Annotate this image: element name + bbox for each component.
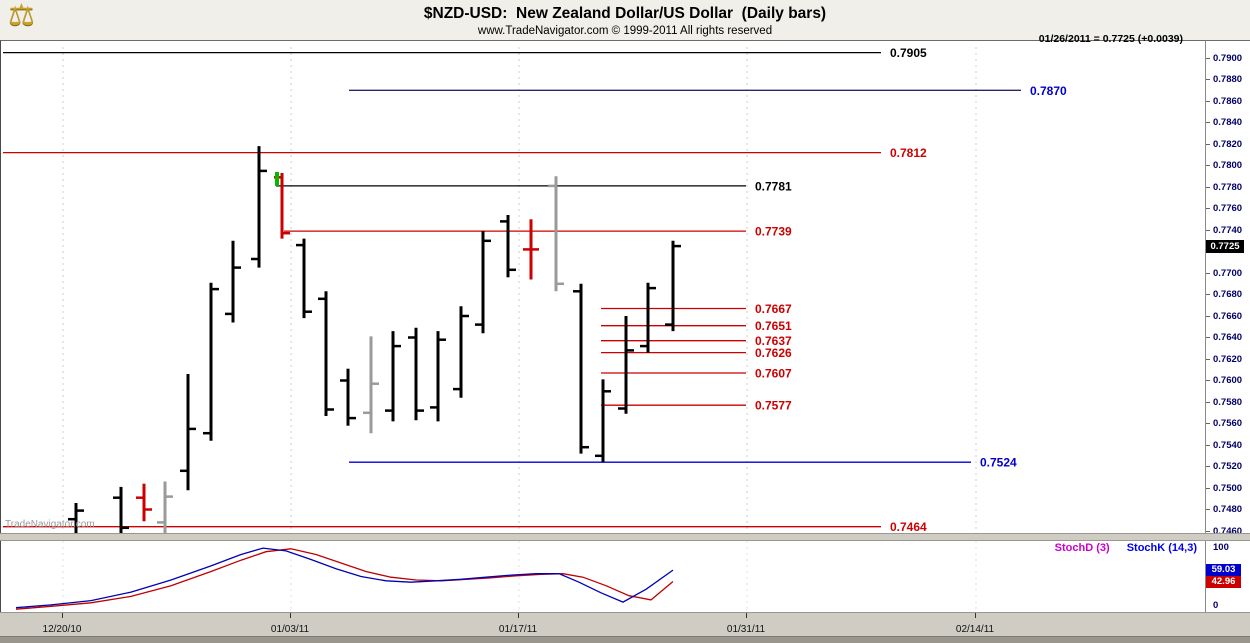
date-label: 01/17/11	[498, 624, 538, 635]
price-axis[interactable]: 0.7725 0.7900 0.7880 0.7860 0.7840 0.7820 0.7…	[1205, 40, 1250, 537]
price-axis-tick	[1206, 401, 1210, 403]
stochastic-svg[interactable]	[1, 541, 1206, 612]
price-axis-label: 0.7760	[1213, 203, 1243, 214]
indicator-axis-bottom-label: 0	[1213, 600, 1219, 611]
price-axis-label: 0.7520	[1213, 461, 1243, 472]
price-axis-tick	[1206, 509, 1210, 510]
stochd-label[interactable]: StochD (3)	[1054, 542, 1110, 554]
price-axis-label: 0.7780	[1213, 181, 1243, 193]
price-axis-tick	[1206, 423, 1210, 424]
price-axis-tick	[1206, 466, 1210, 467]
price-axis-label: 0.7540	[1213, 439, 1243, 451]
price-axis-label: 0.7560	[1213, 418, 1243, 429]
tradenavigator-logo: ⚖	[8, 0, 35, 32]
price-level-label: 0.7626	[755, 346, 792, 360]
date-tick	[290, 613, 291, 618]
price-axis-tick	[1206, 444, 1210, 446]
price-axis-tick	[1206, 294, 1210, 295]
stochd-value-badge: 42.96	[1206, 576, 1241, 588]
price-axis-tick	[1206, 100, 1210, 102]
price-level-label: 0.7870	[1030, 84, 1067, 98]
stochastic-panel[interactable]: StochD (3) StochK (14,3)	[0, 541, 1205, 612]
price-chart-svg[interactable]: 0.7905 0.7870 0.7812 0.7781 0.7739 0.7667 0.76…	[1, 41, 1206, 534]
price-axis-tick	[1206, 122, 1210, 123]
date-tick	[746, 613, 747, 618]
price-level-label: 0.7812	[890, 146, 927, 160]
indicator-axis[interactable]: 100 59.03 42.96 0	[1205, 541, 1250, 612]
price-level-label: 0.7577	[755, 399, 792, 413]
price-axis-label: 0.7680	[1213, 289, 1243, 300]
indicator-axis-top-label: 100	[1213, 542, 1229, 553]
date-tick	[975, 613, 976, 618]
price-level-label: 0.7781	[755, 179, 792, 193]
chart-subtitle: www.TradeNavigator.com © 1999-2011 All r…	[477, 25, 773, 37]
indicator-legend: StochD (3) StochK (14,3)	[1041, 542, 1197, 554]
price-axis-label: 0.7660	[1213, 310, 1243, 322]
price-axis-tick	[1206, 186, 1210, 188]
stoch-line-StochD(3)	[15, 548, 674, 610]
date-tick	[62, 613, 63, 618]
price-axis-tick	[1206, 143, 1210, 145]
price-axis-label: 0.7860	[1213, 95, 1243, 107]
price-axis-label: 0.7620	[1213, 353, 1243, 365]
price-axis-tick	[1206, 272, 1210, 274]
stochk-label[interactable]: StochK (14,3)	[1126, 542, 1197, 554]
price-axis-tick	[1206, 358, 1210, 360]
last-quote-info: 01/26/2011 = 0.7725 (+0.0039)	[1038, 33, 1183, 45]
price-axis-label: 0.7600	[1213, 375, 1243, 386]
price-level-label: 0.7464	[890, 520, 927, 534]
price-level-label: 0.7667	[755, 302, 792, 316]
date-label: 12/20/10	[42, 624, 82, 635]
price-axis-tick	[1206, 208, 1210, 209]
price-axis-tick	[1206, 487, 1210, 489]
price-axis-label: 0.7840	[1213, 117, 1243, 128]
price-axis-tick	[1206, 337, 1210, 338]
date-label: 01/31/11	[726, 624, 766, 635]
price-axis-label: 0.7700	[1213, 267, 1243, 279]
chart-header: ⚖ $NZD-USD: New Zealand Dollar/US Dollar…	[0, 0, 1250, 40]
price-axis-label: 0.7900	[1213, 52, 1243, 64]
price-axis-label: 0.7480	[1213, 504, 1243, 515]
price-axis-tick	[1206, 165, 1210, 166]
stoch-line-StochK(14,3)	[15, 547, 674, 609]
price-level-label: 0.7607	[755, 367, 792, 381]
price-chart-panel[interactable]: 0.7905 0.7870 0.7812 0.7781 0.7739 0.7667 0.76…	[0, 40, 1206, 534]
price-axis-label: 0.7740	[1213, 224, 1243, 236]
price-axis-tick	[1206, 530, 1210, 532]
price-axis-label: 0.7580	[1213, 396, 1243, 408]
current-price-badge: 0.7725	[1206, 239, 1244, 253]
price-axis-tick	[1206, 57, 1210, 59]
price-axis-tick	[1206, 380, 1210, 381]
price-level-label: 0.7637	[755, 334, 792, 348]
bottom-scrollbar[interactable]	[0, 636, 1250, 643]
price-axis-tick	[1206, 79, 1210, 80]
watermark: TradeNavigator.com	[5, 519, 95, 530]
date-label: 02/14/11	[955, 624, 995, 635]
price-level-label: 0.7905	[890, 46, 927, 60]
price-level-label: 0.7651	[755, 319, 792, 333]
price-axis-tick	[1206, 315, 1210, 317]
price-axis-label: 0.7800	[1213, 160, 1243, 171]
price-axis-label: 0.7880	[1213, 74, 1243, 85]
price-axis-label: 0.7640	[1213, 332, 1243, 343]
date-tick	[518, 613, 519, 618]
price-axis-tick	[1206, 229, 1210, 231]
chart-title: $NZD-USD: New Zealand Dollar/US Dollar (…	[423, 5, 827, 22]
date-label: 01/03/11	[270, 624, 310, 635]
price-axis-label: 0.7500	[1213, 482, 1243, 494]
panel-separator	[0, 533, 1250, 541]
price-level-label: 0.7524	[980, 456, 1017, 470]
price-axis-label: 0.7460	[1213, 525, 1243, 537]
price-axis-label: 0.7820	[1213, 138, 1243, 150]
stochk-value-badge: 59.03	[1206, 564, 1241, 576]
price-level-label: 0.7739	[755, 225, 792, 239]
